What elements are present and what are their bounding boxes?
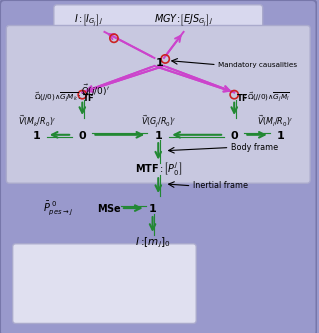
Text: $\vec{V}(M_k/R_0)'$: $\vec{V}(M_k/R_0)'$ [18,114,55,129]
Text: $I:\!\left[I_{G_j}\right]_j$: $I:\!\left[I_{G_j}\right]_j$ [74,13,103,29]
Text: $\vec{V}(M_l/R_0)'$: $\vec{V}(M_l/R_0)'$ [257,114,293,129]
FancyBboxPatch shape [13,244,196,323]
Text: $\bar{P}_{pes\rightarrow j}^{\ 0}$: $\bar{P}_{pes\rightarrow j}^{\ 0}$ [43,199,74,217]
Text: $\mathbf{1}$: $\mathbf{1}$ [276,129,285,141]
FancyBboxPatch shape [54,5,263,89]
Text: $\mathbf{MSe}$: $\mathbf{MSe}$ [97,202,122,214]
Text: $\mathbf{0}$: $\mathbf{0}$ [230,129,239,141]
Text: $MGY\!:\!\left[EJS_{G_j}\right]_j$: $MGY\!:\!\left[EJS_{G_j}\right]_j$ [154,13,213,29]
Text: Body frame: Body frame [231,143,278,152]
Text: $\mathbf{TF}$: $\mathbf{TF}$ [82,92,94,103]
Text: $\vec{V}(G_j/R_0)'$: $\vec{V}(G_j/R_0)'$ [141,113,176,129]
Text: Inertial frame: Inertial frame [193,181,248,190]
Text: Mandatory causalities: Mandatory causalities [219,62,298,68]
FancyBboxPatch shape [6,26,310,183]
Text: $\mathbf{1}$: $\mathbf{1}$ [32,129,41,141]
Text: $\mathbf{1}$: $\mathbf{1}$ [154,129,163,141]
Text: $\mathbf{MTF}:\!\left[P_0^j\right]$: $\mathbf{MTF}:\!\left[P_0^j\right]$ [135,160,182,178]
Text: $\vec{\Omega}(j/0){\wedge}\overline{G_jM_k}:$: $\vec{\Omega}(j/0){\wedge}\overline{G_jM… [33,91,81,105]
Text: $:\vec{\Omega}(j/0){\wedge}\overline{G_jM_l}$: $:\vec{\Omega}(j/0){\wedge}\overline{G_j… [242,91,290,105]
Text: $\mathbf{TF}$: $\mathbf{TF}$ [236,92,249,103]
Text: $\mathbf{1}$: $\mathbf{1}$ [148,202,157,214]
Text: $I:\!\left[m_j\right]_0$: $I:\!\left[m_j\right]_0$ [135,236,170,250]
Text: $\mathbf{0}$: $\mathbf{0}$ [78,129,87,141]
Text: $\mathbf{1}$: $\mathbf{1}$ [155,56,164,68]
Text: $\vec{\Omega}(j/0)'$: $\vec{\Omega}(j/0)'$ [80,83,109,99]
